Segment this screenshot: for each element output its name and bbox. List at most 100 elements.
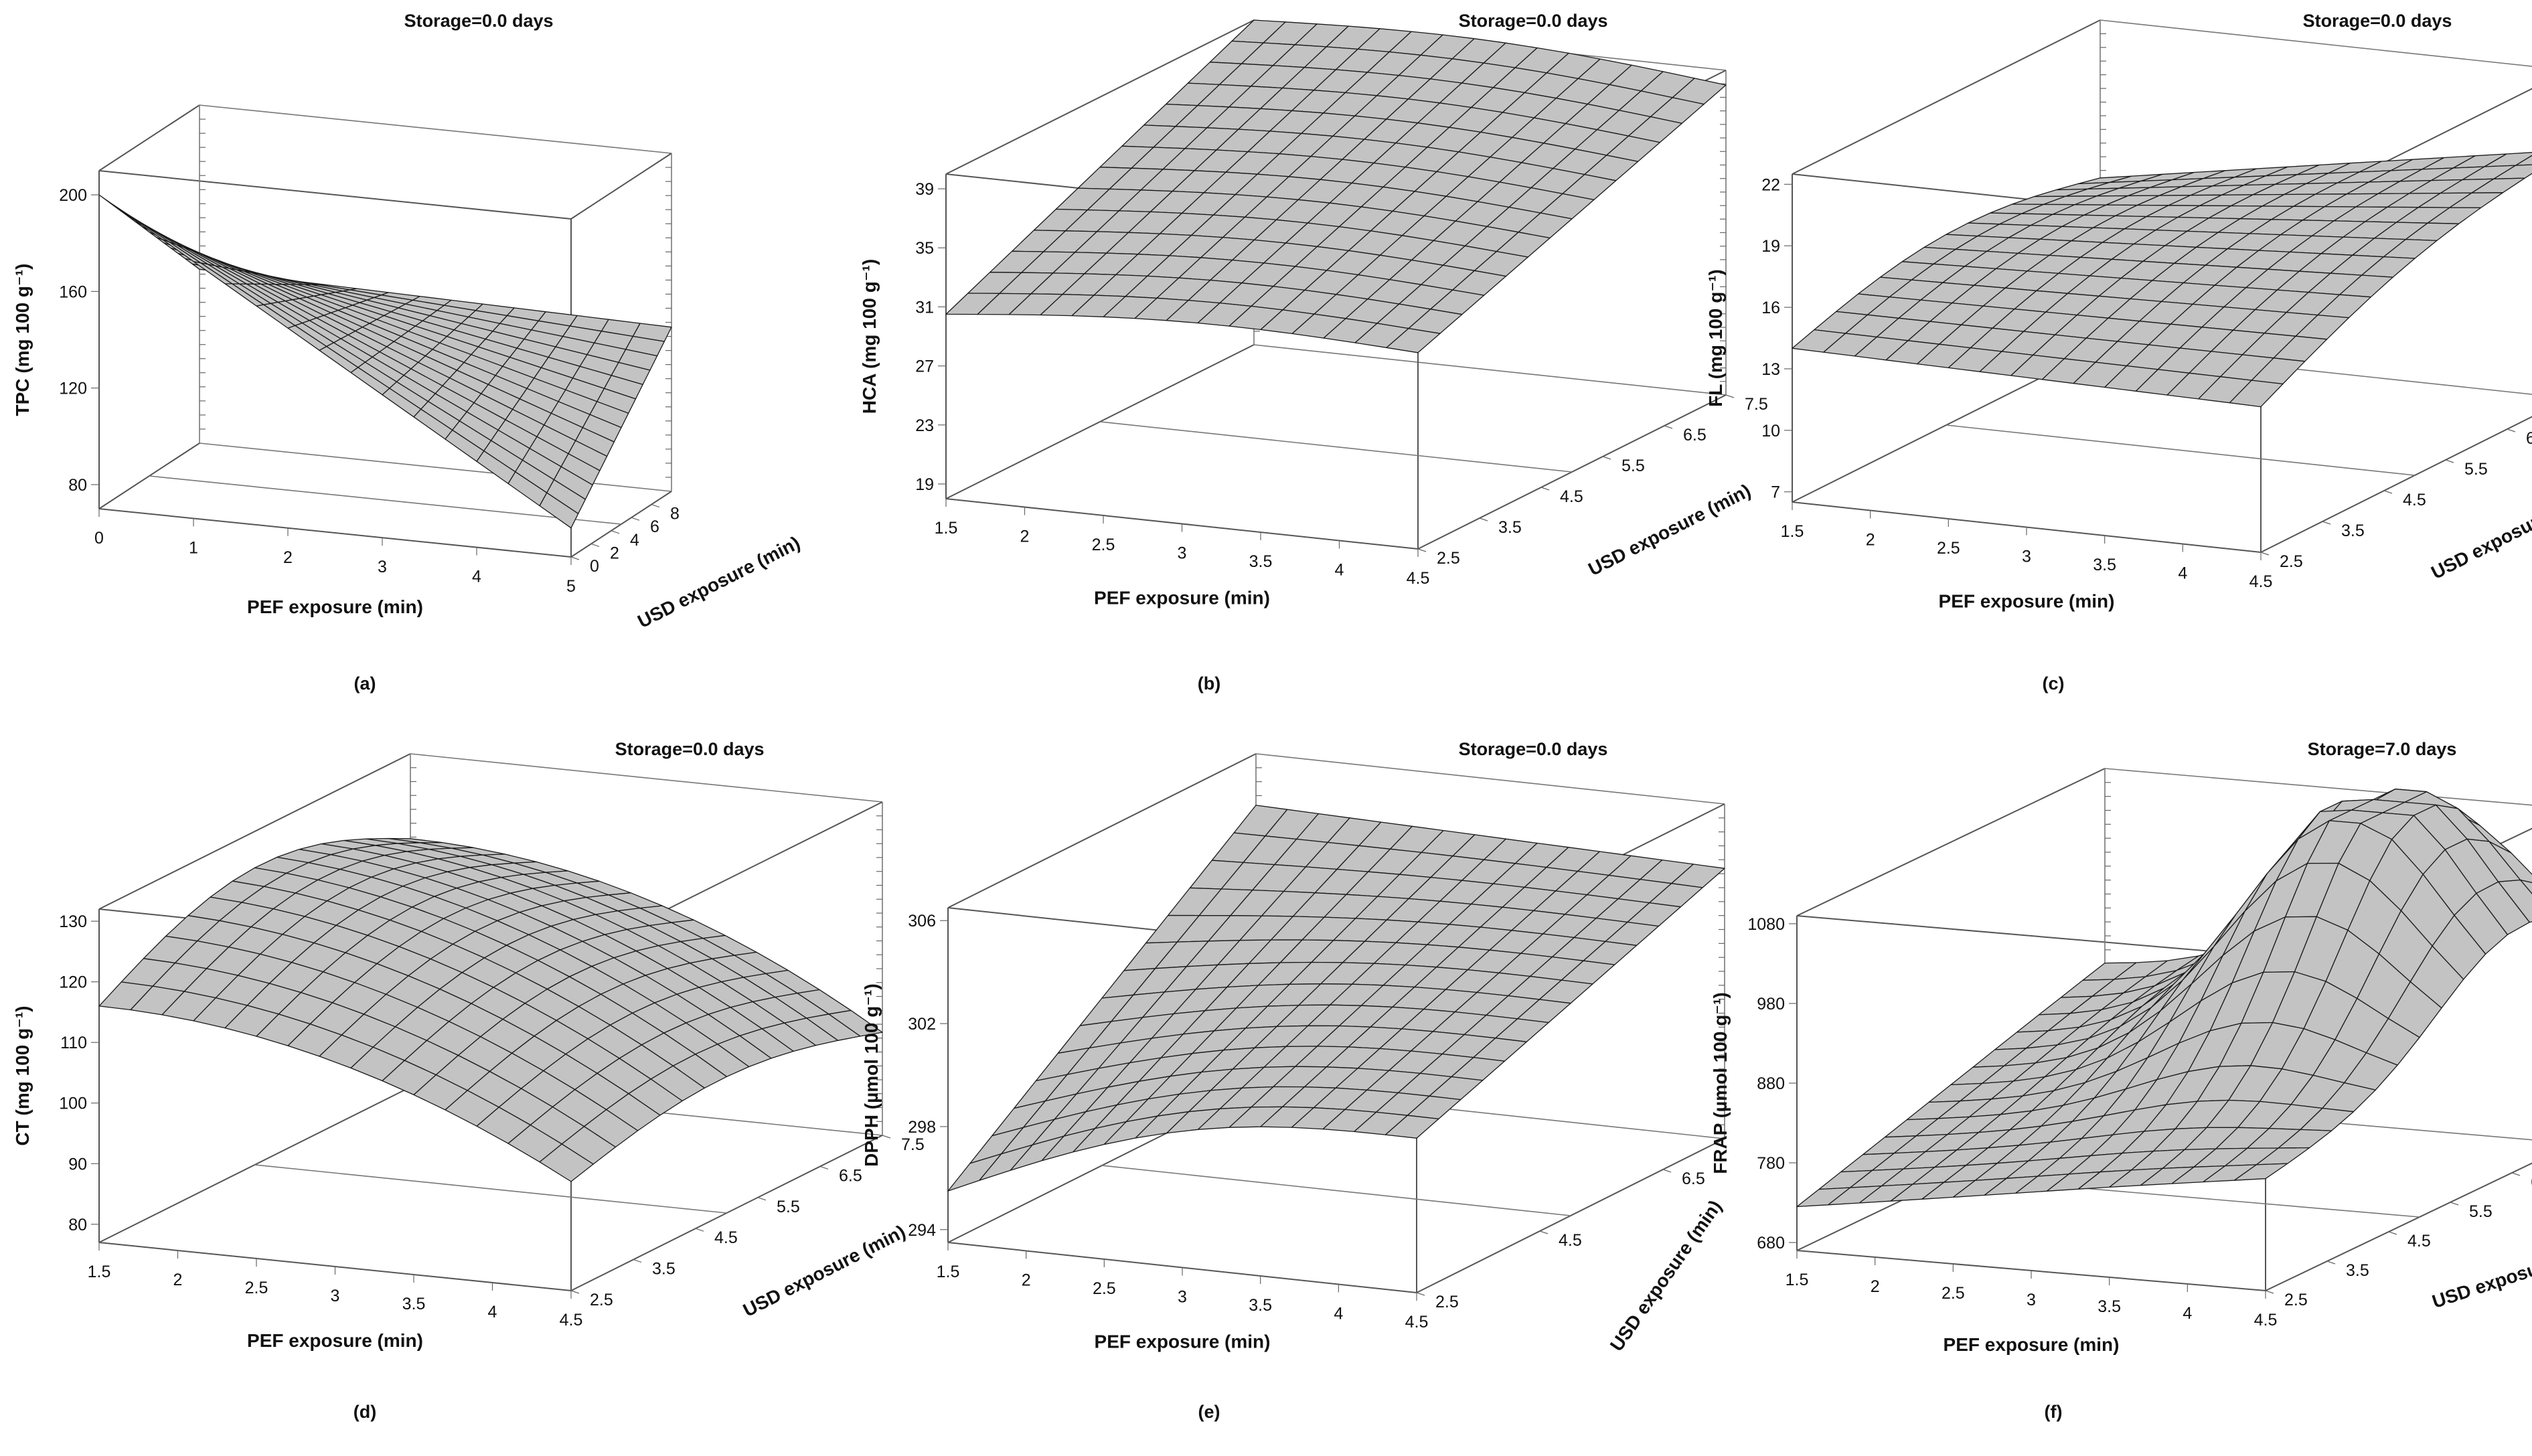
chart-caption: (f) [2045, 1402, 2063, 1422]
y-tick-label: 2.5 [2280, 552, 2303, 571]
floor-guide-line [254, 1164, 727, 1214]
y-tick-label: 2.5 [2284, 1291, 2308, 1309]
y-tick-mark [611, 530, 620, 534]
z-tick-label: 16 [1761, 299, 1780, 317]
z-tick-label: 302 [908, 1015, 936, 1034]
y-tick-mark [2265, 1290, 2274, 1294]
box-edge [1796, 768, 2106, 916]
z-tick-label: 980 [1757, 995, 1785, 1014]
y-tick-label: 3.5 [2346, 1261, 2369, 1280]
y-tick-mark [570, 1290, 580, 1294]
z-tick-label: 294 [908, 1221, 936, 1240]
surface-plot-svg: 1.5 2 2.5 3 3.5 4 4.5 2.5 3.5 4.5 5.5 6.5 7.5 80 90 100… [12, 739, 925, 1422]
y-axis-label: USD exposure (min) [2430, 1237, 2532, 1312]
surface-cell [1792, 329, 1846, 353]
floor-guide-line [1946, 424, 2416, 476]
surface-cell [1796, 1187, 1851, 1208]
z-axis-label: TPC (mg 100 g⁻¹) [12, 264, 33, 416]
x-tick-label: 3.5 [1249, 1296, 1272, 1315]
z-tick-label: 880 [1757, 1074, 1785, 1093]
z-tick-label: 80 [68, 1216, 87, 1234]
floor-guide-line [1099, 421, 1573, 473]
y-tick-label: 6.5 [1682, 1169, 1705, 1188]
y-tick-label: 7.5 [1745, 395, 1768, 414]
x-tick-label: 3.5 [1249, 552, 1273, 571]
z-tick-label: 160 [59, 282, 87, 301]
y-axis-label: USD exposure (min) [634, 532, 803, 632]
box-edge [570, 153, 672, 220]
chart-title: Storage=0.0 days [1459, 739, 1608, 759]
x-tick-label: 2.5 [1942, 1284, 1965, 1303]
x-tick-label: 2.5 [1093, 1279, 1116, 1298]
chart-panel-c: 1.5 2 2.5 3 3.5 4 4.5 2.5 3.5 4.5 5.5 6.5 7.5 7 10 13 16… [1688, 0, 2532, 728]
box-edge [98, 753, 411, 910]
x-tick-label: 2.5 [245, 1279, 268, 1297]
surface-plot-svg: 1.5 2 2.5 3 3.5 4 4.5 2.5 3.5 4.5 5.5 6.5 7.5 7 10 13 16… [1705, 11, 2532, 694]
surface-plot-svg: 1.522.533.544.52.53.54.55.56.57.56807808… [1710, 739, 2532, 1422]
z-axis-label: DPPH (µmol 100 g⁻¹) [861, 983, 882, 1167]
y-tick-mark [1416, 1292, 1425, 1296]
y-tick-mark [757, 1197, 767, 1201]
x-tick-label: 2 [1022, 1271, 1031, 1290]
box-edge [947, 753, 1257, 908]
box-edge [1796, 915, 2266, 957]
x-tick-label: 4.5 [560, 1311, 583, 1329]
y-tick-label: 4.5 [2407, 1232, 2431, 1250]
x-tick-label: 1.5 [1786, 1271, 1809, 1289]
z-tick-label: 780 [1757, 1154, 1785, 1173]
box-edge [945, 19, 1255, 175]
chart-panel-b: 1.5 2 2.5 3 3.5 4 4.5 2.5 3.5 4.5 5.5 6.5 7.5 19 23 27 3… [844, 0, 1768, 728]
x-tick-label: 4.5 [2254, 1311, 2278, 1329]
y-tick-label: 6.5 [2526, 429, 2532, 448]
y-tick-mark [2450, 1202, 2459, 1206]
x-axis-label: PEF exposure (min) [247, 1330, 423, 1351]
surface-plot-svg: 1.5 2 2.5 3 3.5 4 4.5 2.5 3.5 4.5 5.5 6.5 7.5 19 23 27 3… [859, 11, 1768, 694]
box-edge [98, 104, 200, 171]
z-tick-label: 1080 [1747, 915, 1785, 934]
y-tick-mark [631, 517, 640, 521]
z-tick-label: 120 [59, 380, 87, 398]
z-tick-label: 23 [915, 416, 934, 435]
z-tick-label: 22 [1761, 175, 1780, 194]
x-tick-label: 4 [2178, 564, 2187, 583]
y-tick-mark [2322, 521, 2331, 525]
y-tick-label: 3.5 [2341, 521, 2365, 540]
x-tick-label: 2 [1866, 531, 1875, 550]
x-tick-label: 4 [2183, 1304, 2192, 1323]
surface-mesh [98, 837, 883, 1182]
box-edge [199, 104, 672, 154]
x-tick-label: 2 [173, 1271, 183, 1289]
chart-caption: (c) [2043, 673, 2065, 694]
y-tick-label: 4.5 [714, 1228, 738, 1247]
surface-mesh [947, 805, 1725, 1192]
y-tick-mark [695, 1228, 704, 1232]
x-tick-label: 3 [2027, 1291, 2036, 1309]
z-tick-label: 100 [59, 1095, 87, 1113]
x-tick-label: 2 [1020, 528, 1030, 546]
z-tick-label: 110 [60, 1034, 87, 1052]
x-axis-label: PEF exposure (min) [1939, 591, 2115, 612]
x-tick-label: 3 [2022, 548, 2031, 566]
z-axis-label: FL (mg 100 g⁻¹) [1705, 269, 1726, 407]
y-tick-mark [2507, 428, 2516, 432]
x-axis-label: PEF exposure (min) [247, 596, 423, 617]
z-tick-label: 19 [1761, 237, 1780, 256]
x-axis-label: PEF exposure (min) [1094, 588, 1270, 609]
y-tick-mark [1417, 548, 1427, 552]
surface-plot-svg: 1.5 2 2.5 3 3.5 4 4.5 2.5 4.5 6.5 294 298 302 306 PEF … [861, 739, 1726, 1422]
x-tick-label: 2.5 [1937, 539, 1960, 558]
z-tick-label: 27 [915, 357, 934, 376]
y-tick-mark [2388, 1231, 2397, 1235]
y-tick-label: 3.5 [1498, 518, 1522, 537]
x-tick-label: 1.5 [88, 1263, 111, 1281]
surface-mesh [1796, 789, 2532, 1208]
x-tick-label: 1.5 [937, 1263, 960, 1281]
z-tick-label: 90 [68, 1155, 87, 1174]
x-tick-label: 3 [1178, 544, 1187, 563]
x-tick-label: 1 [189, 538, 198, 557]
surface-cell [98, 194, 139, 222]
y-tick-mark [2445, 459, 2454, 463]
y-tick-label: 4.5 [2403, 491, 2426, 509]
surface-cell [98, 981, 153, 1011]
